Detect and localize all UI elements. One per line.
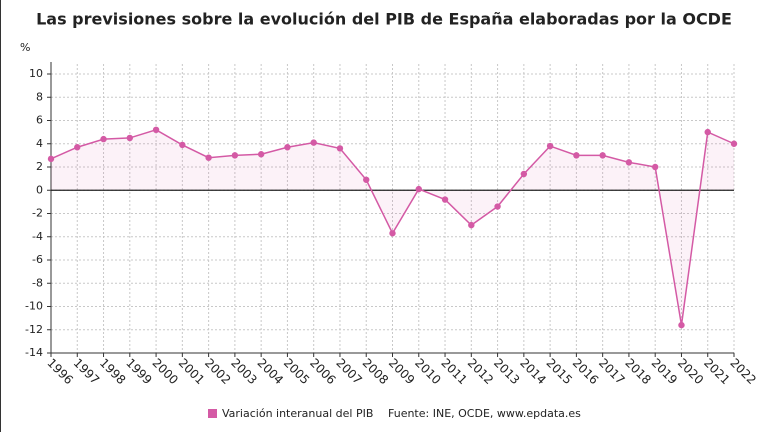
point (74, 144, 81, 151)
y-tick-label: 10 (29, 67, 43, 80)
x-tick-label: 2013 (491, 356, 522, 387)
point (625, 159, 633, 166)
legend-label: Variación interanual del PIB (222, 407, 373, 420)
x-tick-label: 2019 (649, 356, 680, 387)
y-tick-label: 0 (36, 183, 43, 196)
y-tick-label: -10 (25, 300, 43, 313)
y-tick-label: 6 (36, 114, 43, 127)
point (441, 196, 449, 203)
x-tick-label: 2000 (149, 356, 180, 387)
area (51, 129, 734, 326)
x-tick-label: 2020 (675, 356, 706, 387)
point (47, 155, 55, 163)
y-tick-label: -4 (32, 230, 43, 243)
x-tick-label: 2002 (202, 356, 233, 387)
point (520, 170, 528, 178)
x-tick-label: 2010 (412, 356, 443, 387)
x-tick-label: 2007 (333, 356, 364, 387)
x-tick-label: 2003 (228, 356, 259, 387)
point (389, 230, 396, 237)
x-tick-label: 2017 (596, 356, 627, 387)
point (310, 139, 317, 146)
point (415, 185, 422, 193)
source: Fuente: INE, OCDE, www.epdata.es (388, 407, 581, 420)
point (704, 128, 711, 136)
point (599, 152, 606, 159)
x-tick-label: 2018 (622, 356, 653, 387)
x-tick-label: 2021 (701, 356, 732, 387)
point (468, 221, 475, 229)
point (179, 141, 186, 149)
point (205, 154, 212, 161)
point (573, 152, 580, 159)
x-tick-label: 1997 (71, 356, 102, 387)
y-tick-label: 8 (36, 90, 43, 103)
x-tick-label: 2011 (438, 356, 469, 387)
point (152, 126, 160, 133)
x-tick-label: 2006 (307, 356, 338, 387)
x-tick-label: 2015 (544, 356, 575, 387)
x-tick-label: 1999 (123, 356, 154, 387)
legend-swatch (208, 409, 217, 418)
x-tick-label: 1998 (97, 356, 128, 387)
y-tick-label: -8 (32, 276, 43, 289)
point (651, 163, 659, 171)
point (494, 203, 501, 210)
point (336, 145, 344, 152)
y-tick-label: -12 (25, 323, 43, 336)
x-tick-label: 2014 (517, 356, 548, 387)
x-tick-label: 2001 (176, 356, 207, 387)
y-axis-label: % (20, 41, 30, 54)
x-tick-label: 2005 (281, 356, 312, 387)
point (284, 144, 291, 151)
x-tick-label: 1996 (44, 356, 75, 387)
y-tick-label: 4 (36, 137, 43, 150)
x-tick-label: 2008 (360, 356, 391, 387)
y-tick-label: -2 (32, 207, 43, 220)
x-tick-label: 2012 (465, 356, 496, 387)
point (257, 151, 265, 158)
y-tick-label: -6 (32, 253, 43, 266)
point (126, 134, 134, 142)
y-tick-label: 2 (36, 160, 43, 173)
point (678, 321, 685, 329)
y-tick-label: -14 (25, 346, 43, 359)
x-tick-label: 2004 (255, 356, 286, 387)
x-tick-label: 2022 (727, 356, 758, 387)
point (363, 176, 370, 183)
x-tick-label: 2016 (570, 356, 601, 387)
point (546, 142, 554, 150)
point (730, 140, 738, 147)
x-tick-label: 2009 (386, 356, 417, 387)
point (100, 135, 107, 143)
chart-title: Las previsiones sobre la evolución del P… (36, 10, 732, 29)
point (231, 152, 239, 159)
